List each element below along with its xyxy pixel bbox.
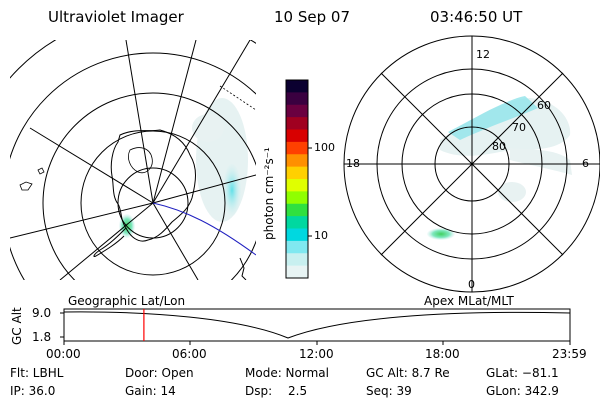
ip-status: IP: 36.0 — [10, 384, 56, 398]
color-scale-segment — [286, 228, 308, 242]
color-scale-segment — [286, 179, 308, 192]
mlt-diagonal-line — [380, 72, 564, 256]
color-scale-segment — [286, 154, 308, 168]
glon-status: GLon: 342.9 — [486, 384, 559, 398]
color-scale-segment — [286, 166, 308, 180]
longitude-line — [59, 202, 154, 280]
altitude-curve — [63, 311, 571, 339]
mlt-0-label: 0 — [468, 278, 475, 291]
sequence-status: Seq: 39 — [366, 384, 412, 398]
color-scale-label-10: 10 — [314, 229, 328, 242]
color-scale-segment — [286, 92, 308, 106]
mlt-18-label: 18 — [346, 157, 360, 170]
dsp-value: 2.5 — [288, 384, 308, 398]
color-scale-segment — [286, 117, 308, 131]
island-outline — [19, 181, 33, 191]
aurora-haze — [440, 98, 571, 156]
island-outline — [37, 167, 45, 175]
mode-status: Mode: Normal — [245, 366, 329, 380]
dsp-label: Dsp: — [245, 384, 273, 398]
antarctica-coastline — [110, 129, 196, 242]
color-scale-segment — [286, 216, 308, 230]
mlat-80-label: 80 — [492, 140, 506, 153]
mlt-6-label: 6 — [582, 157, 589, 170]
color-scale-segment — [286, 203, 308, 217]
color-scale-frame — [285, 79, 309, 279]
dotted-grid-line — [219, 85, 256, 111]
south-america-coast — [239, 257, 247, 280]
altitude-axis-label: GC Alt — [10, 307, 24, 345]
longitude-line — [152, 202, 199, 280]
altitude-min-label: 1.8 — [32, 330, 52, 344]
longitude-line — [10, 202, 154, 239]
aurora-haze — [510, 148, 572, 175]
apex-panel-label: Apex MLat/MLT — [424, 294, 514, 308]
x-tick-label: 23:59 — [552, 347, 587, 361]
magnetic-map — [343, 35, 600, 293]
mlat-60-label: 60 — [537, 99, 551, 112]
glat-status: GLat: −81.1 — [486, 366, 559, 380]
color-scale-segment — [286, 253, 308, 267]
x-tick-label: 12:00 — [299, 347, 334, 361]
aurora-green-region — [427, 228, 455, 240]
gc-altitude-status: GC Alt: 8.7 Re — [366, 366, 450, 380]
door-status: Door: Open — [125, 366, 194, 380]
latitude-circle — [42, 92, 256, 280]
aurora-cyan-region — [223, 164, 241, 216]
mlt-12-label: 12 — [476, 48, 490, 61]
instrument-title: Ultraviolet Imager — [48, 8, 184, 26]
geographic-map — [10, 40, 256, 280]
latitude-circle — [10, 52, 256, 280]
color-scale-segment — [286, 240, 308, 254]
color-scale-segment — [286, 265, 308, 279]
geographic-panel-label: Geographic Lat/Lon — [68, 294, 186, 308]
x-tick-label: 06:00 — [172, 347, 207, 361]
terminator-line — [152, 202, 256, 256]
aurora-cyan-region — [448, 96, 538, 140]
date-label: 10 Sep 07 — [274, 8, 350, 26]
color-scale-label-100: 100 — [314, 141, 335, 154]
ice-shelf-outline — [128, 147, 153, 174]
color-scale-segment — [286, 191, 308, 205]
longitude-line — [152, 40, 251, 204]
longitude-line — [152, 174, 256, 204]
altitude-max-label: 9.0 — [32, 306, 52, 320]
color-scale — [286, 80, 308, 279]
filter-status: Flt: LBHL — [10, 366, 64, 380]
x-tick-label: 00:00 — [46, 347, 81, 361]
color-scale-unit-label: photon cm⁻²s⁻¹ — [262, 147, 276, 240]
longitude-line — [125, 40, 154, 204]
mlat-70-label: 70 — [512, 121, 526, 134]
color-scale-segment — [286, 141, 308, 155]
antarctic-peninsula — [93, 227, 127, 257]
color-scale-segment — [286, 129, 308, 143]
longitude-line — [29, 127, 154, 204]
color-scale-segment — [286, 80, 308, 93]
color-scale-segment — [286, 104, 308, 118]
longitude-line — [152, 40, 197, 204]
aurora-haze — [192, 114, 224, 142]
x-tick-label: 18:00 — [425, 347, 460, 361]
gain-status: Gain: 14 — [125, 384, 176, 398]
time-label: 03:46:50 UT — [430, 8, 523, 26]
